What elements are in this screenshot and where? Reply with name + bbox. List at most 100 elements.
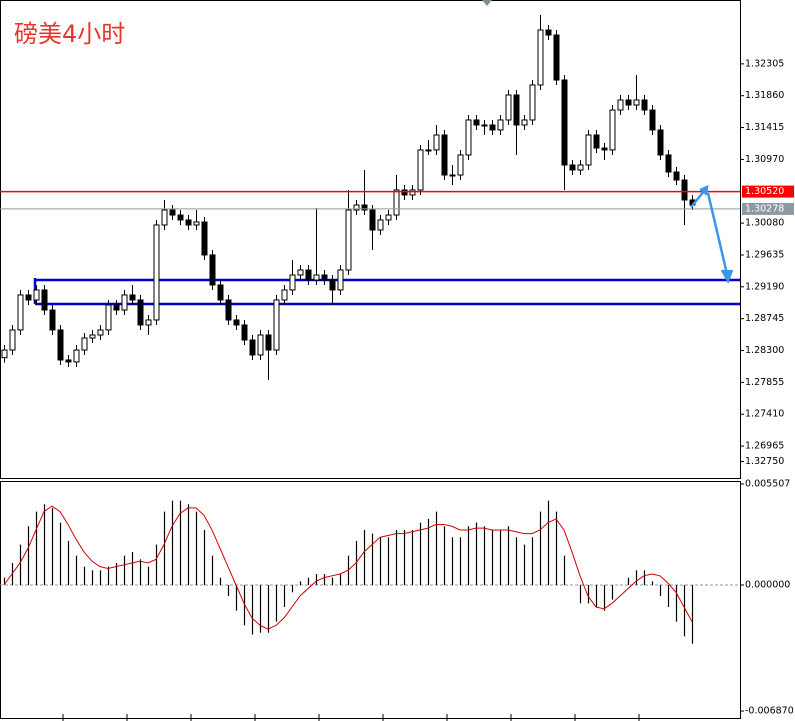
price-level-box — [742, 185, 794, 198]
candle-body — [241, 324, 248, 341]
candle-body — [673, 171, 680, 181]
candle-body — [513, 94, 520, 126]
y-tick-label: 1.26965 — [745, 441, 784, 452]
candle-body — [41, 289, 48, 311]
candle-body — [73, 349, 80, 363]
y-tick-label: 1.30970 — [745, 154, 784, 165]
candle-body — [217, 284, 224, 301]
candle-body — [97, 329, 104, 336]
y-tick-label: 1.31415 — [745, 122, 784, 133]
candle-body — [617, 99, 624, 111]
price-level-label: 1.30520 — [745, 186, 784, 197]
candle-body — [401, 189, 408, 196]
main-panel — [0, 0, 741, 479]
candle-body — [649, 109, 656, 131]
y-tick-label: 1.32750 — [745, 456, 784, 467]
candle-body — [361, 204, 368, 211]
candle-body — [17, 294, 24, 331]
candle-body — [345, 209, 352, 271]
candle-body — [321, 274, 328, 281]
candle-body — [457, 154, 464, 176]
candle-body — [377, 219, 384, 231]
candle-body — [537, 29, 544, 86]
candle-body — [561, 79, 568, 166]
y-tick-label: 1.32305 — [745, 58, 784, 69]
y-tick-label: 1.27410 — [745, 409, 784, 420]
candle-body — [313, 274, 320, 281]
candle-body — [297, 269, 304, 276]
candle-body — [481, 124, 488, 127]
candle-body — [473, 119, 480, 126]
candle-body — [353, 204, 360, 211]
candle-body — [369, 209, 376, 231]
candle-body — [569, 164, 576, 171]
candle-body — [281, 289, 288, 301]
y-tick-label: 0.005507 — [745, 478, 790, 489]
candle-body — [65, 359, 72, 363]
candle-body — [593, 134, 600, 149]
candle-body — [89, 334, 96, 339]
y-tick-label: 1.29190 — [745, 281, 784, 292]
candle-body — [145, 319, 152, 326]
candle-body — [121, 294, 128, 311]
y-tick-label: 0.000000 — [745, 579, 790, 590]
candle-body — [185, 219, 192, 226]
candle-body — [81, 337, 88, 351]
candle-body — [153, 224, 160, 321]
chart-title: 磅美4小时 — [14, 20, 125, 48]
candle-body — [49, 309, 56, 331]
candle-body — [193, 221, 200, 226]
candle-body — [1, 349, 8, 359]
candle-body — [385, 214, 392, 221]
macd-panel — [0, 481, 741, 719]
candle-body — [337, 269, 344, 291]
candle-body — [417, 149, 424, 191]
candle-body — [257, 334, 264, 356]
candle-body — [161, 209, 168, 226]
forecast-arrows — [690, 184, 734, 285]
candle-body — [273, 299, 280, 351]
candle-body — [609, 109, 616, 151]
candle-body — [601, 147, 608, 151]
candle-body — [209, 254, 216, 286]
candle-body — [201, 221, 208, 256]
x-axis-ticks — [62, 714, 640, 721]
candle-body — [433, 134, 440, 151]
y-tick-label: -0.006870 — [745, 706, 794, 717]
candle-body — [641, 99, 648, 111]
candle-body — [137, 299, 144, 326]
y-tick-label: 1.27855 — [745, 377, 784, 388]
candle-body — [681, 179, 688, 201]
shift-marker — [482, 0, 492, 6]
candle-body — [289, 274, 296, 291]
candle-body — [665, 154, 672, 173]
candle-body — [177, 214, 184, 221]
candle-body — [521, 119, 528, 126]
y-tick-label: 1.30080 — [745, 218, 784, 229]
y-tick-label: 1.28745 — [745, 313, 784, 324]
candle-body — [9, 329, 16, 351]
candle-body — [409, 189, 416, 196]
signal-line — [3, 505, 693, 630]
candle-body — [129, 294, 136, 301]
candle-body — [25, 294, 32, 301]
candle-body — [329, 279, 336, 291]
candle-body — [233, 319, 240, 326]
candle-body — [169, 209, 176, 216]
candle-body — [529, 84, 536, 121]
candle-body — [393, 189, 400, 216]
candle-body — [585, 134, 592, 166]
price-level-label: 1.30278 — [745, 203, 784, 214]
candle-body — [305, 269, 312, 281]
candle-body — [57, 329, 64, 361]
candle-body — [225, 299, 232, 321]
candle-body — [449, 174, 456, 177]
candle-body — [633, 99, 640, 106]
candle-body — [625, 99, 632, 106]
candle-body — [497, 119, 504, 131]
candle-body — [105, 304, 112, 331]
candle-body — [489, 124, 496, 131]
candle-body — [553, 34, 560, 81]
